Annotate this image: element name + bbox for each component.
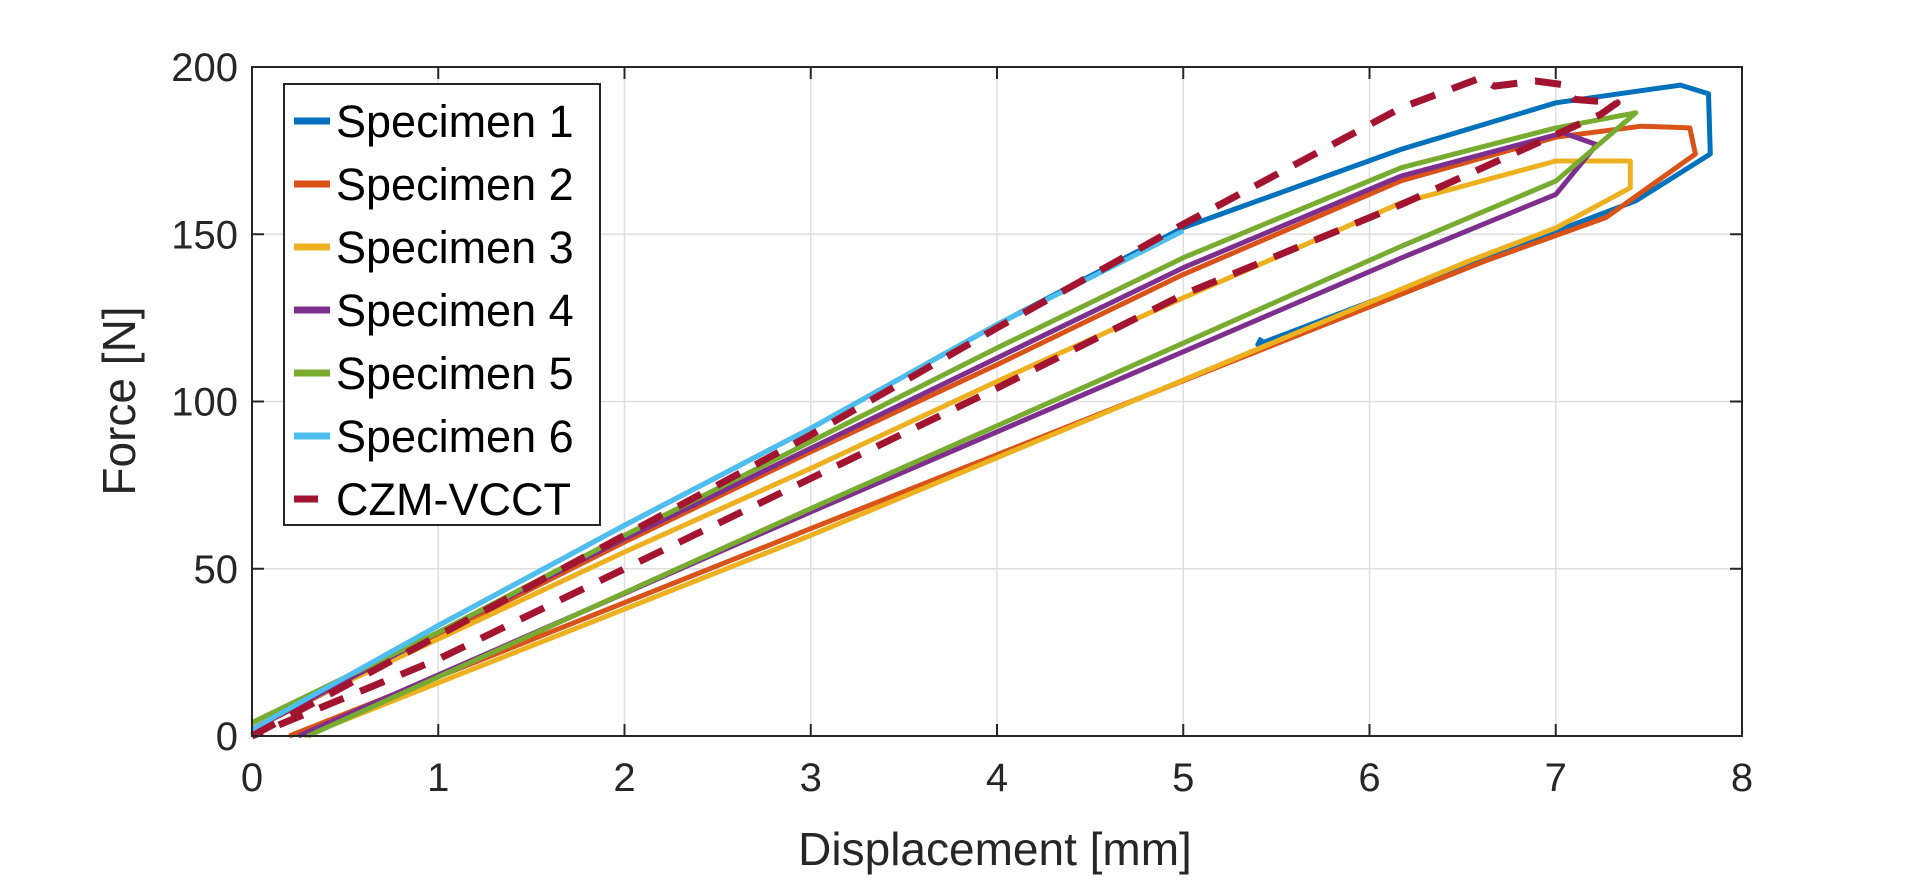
y-tick-label: 100 (171, 381, 238, 425)
y-axis-label: Force [N] (93, 306, 145, 495)
legend-label: Specimen 4 (336, 285, 574, 336)
x-tick-label: 8 (1731, 756, 1753, 800)
legend-label: Specimen 5 (336, 348, 574, 399)
x-tick-label: 2 (613, 756, 635, 800)
series-line-specimen-5 (250, 110, 1639, 739)
x-tick-label: 6 (1358, 756, 1380, 800)
x-tick-label: 3 (800, 756, 822, 800)
x-axis-label: Displacement [mm] (798, 823, 1192, 875)
y-tick-label: 150 (171, 213, 238, 257)
legend: Specimen 1 Specimen 2 Specimen 3 Specimen 4… (283, 83, 601, 526)
legend-label: Specimen 6 (336, 411, 574, 462)
legend-label: Specimen 1 (336, 96, 574, 147)
axes: 0 1 2 3 4 5 6 7 8 0 50 100 150 200 (171, 46, 1753, 800)
x-tick-label: 7 (1545, 756, 1567, 800)
plot-area (250, 74, 1713, 740)
y-tick-label: 0 (216, 715, 238, 759)
axes-box (251, 66, 1743, 737)
legend-label: Specimen 3 (336, 222, 574, 273)
legend-box (283, 83, 601, 526)
x-tick-label: 1 (427, 756, 449, 800)
legend-label: Specimen 2 (336, 159, 574, 210)
series-line-czm-vcct (250, 74, 1621, 740)
legend-label: CZM-VCCT (336, 474, 571, 525)
series-line-specimen-3 (250, 158, 1633, 739)
x-tick-label: 0 (241, 756, 263, 800)
y-tick-label: 200 (171, 46, 238, 90)
y-tick-label: 50 (194, 548, 239, 592)
x-tick-label: 4 (986, 756, 1008, 800)
x-tick-label: 5 (1172, 756, 1194, 800)
